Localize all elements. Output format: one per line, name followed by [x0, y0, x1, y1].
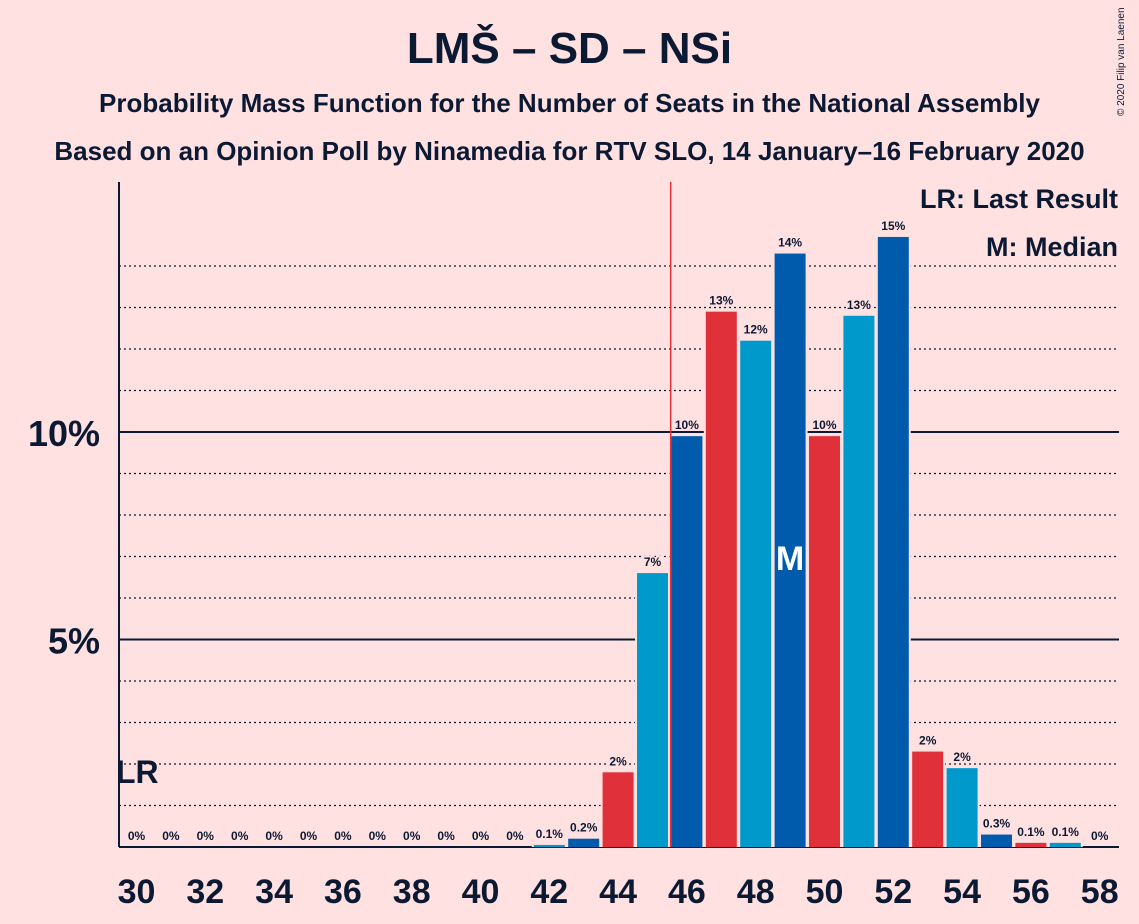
data-label: 14% [778, 236, 802, 250]
bar [1049, 842, 1081, 847]
data-label: 13% [709, 294, 733, 308]
data-label: 0% [334, 829, 352, 843]
bar [602, 772, 634, 847]
x-tick-label: 44 [599, 873, 637, 911]
data-label: 0% [197, 829, 215, 843]
legend-last-result: LR: Last Result [919, 184, 1118, 214]
chart-title: LMŠ – SD – NSi [406, 24, 733, 73]
data-label: 0.1% [1052, 825, 1080, 839]
bar [774, 253, 806, 848]
bar [568, 838, 600, 847]
last-result-marker: LR [116, 754, 159, 790]
data-label: 0.3% [983, 817, 1011, 831]
data-label: 0% [437, 829, 455, 843]
y-tick-label: 10% [28, 413, 100, 454]
x-tick-label: 38 [393, 873, 431, 911]
data-label: 15% [881, 219, 905, 233]
bar [637, 573, 668, 847]
chart-subtitle-2: Based on an Opinion Poll by Ninamedia fo… [54, 136, 1085, 166]
bar [981, 834, 1012, 847]
x-tick-label: 42 [530, 873, 568, 911]
bar [740, 340, 772, 847]
x-tick-label: 40 [462, 873, 500, 911]
bar [843, 315, 875, 847]
bar [671, 436, 703, 847]
bar [1015, 842, 1047, 847]
data-label: 0.1% [1017, 825, 1045, 839]
x-tick-label: 32 [186, 873, 224, 911]
data-label: 2% [919, 734, 937, 748]
data-label: 0.1% [536, 827, 564, 841]
x-tick-label: 30 [118, 873, 156, 911]
data-label: 0% [265, 829, 283, 843]
chart-subtitle-1: Probability Mass Function for the Number… [99, 88, 1040, 118]
data-label: 0% [403, 829, 421, 843]
bar [912, 751, 944, 847]
data-label: 10% [675, 418, 699, 432]
x-tick-label: 52 [874, 873, 912, 911]
data-label: 0% [231, 829, 249, 843]
bar [533, 844, 565, 847]
x-tick-label: 58 [1081, 873, 1119, 911]
x-tick-label: 56 [1012, 873, 1050, 911]
data-label: 0% [472, 829, 490, 843]
y-tick-label: 5% [48, 621, 100, 662]
data-label: 2% [609, 754, 627, 768]
data-label: 0% [128, 829, 146, 843]
data-label: 13% [847, 298, 871, 312]
x-tick-label: 34 [255, 873, 293, 911]
median-marker: M [776, 540, 804, 578]
data-label: 0% [369, 829, 387, 843]
x-tick-label: 36 [324, 873, 362, 911]
data-label: 7% [644, 555, 662, 569]
data-label: 12% [744, 323, 768, 337]
x-tick-label: 48 [737, 873, 775, 911]
data-label: 0% [506, 829, 524, 843]
data-label: 2% [953, 750, 971, 764]
bar [705, 311, 737, 847]
data-label: 0% [162, 829, 180, 843]
data-label: 0.2% [570, 821, 598, 835]
bar [809, 436, 840, 847]
bar [877, 236, 909, 847]
bar [946, 768, 978, 847]
data-label: 10% [812, 418, 836, 432]
x-tick-label: 50 [806, 873, 844, 911]
x-tick-label: 54 [943, 873, 981, 911]
x-tick-label: 46 [668, 873, 706, 911]
legend-median: M: Median [986, 232, 1118, 262]
data-label: 0% [300, 829, 318, 843]
data-label: 0% [1091, 829, 1109, 843]
